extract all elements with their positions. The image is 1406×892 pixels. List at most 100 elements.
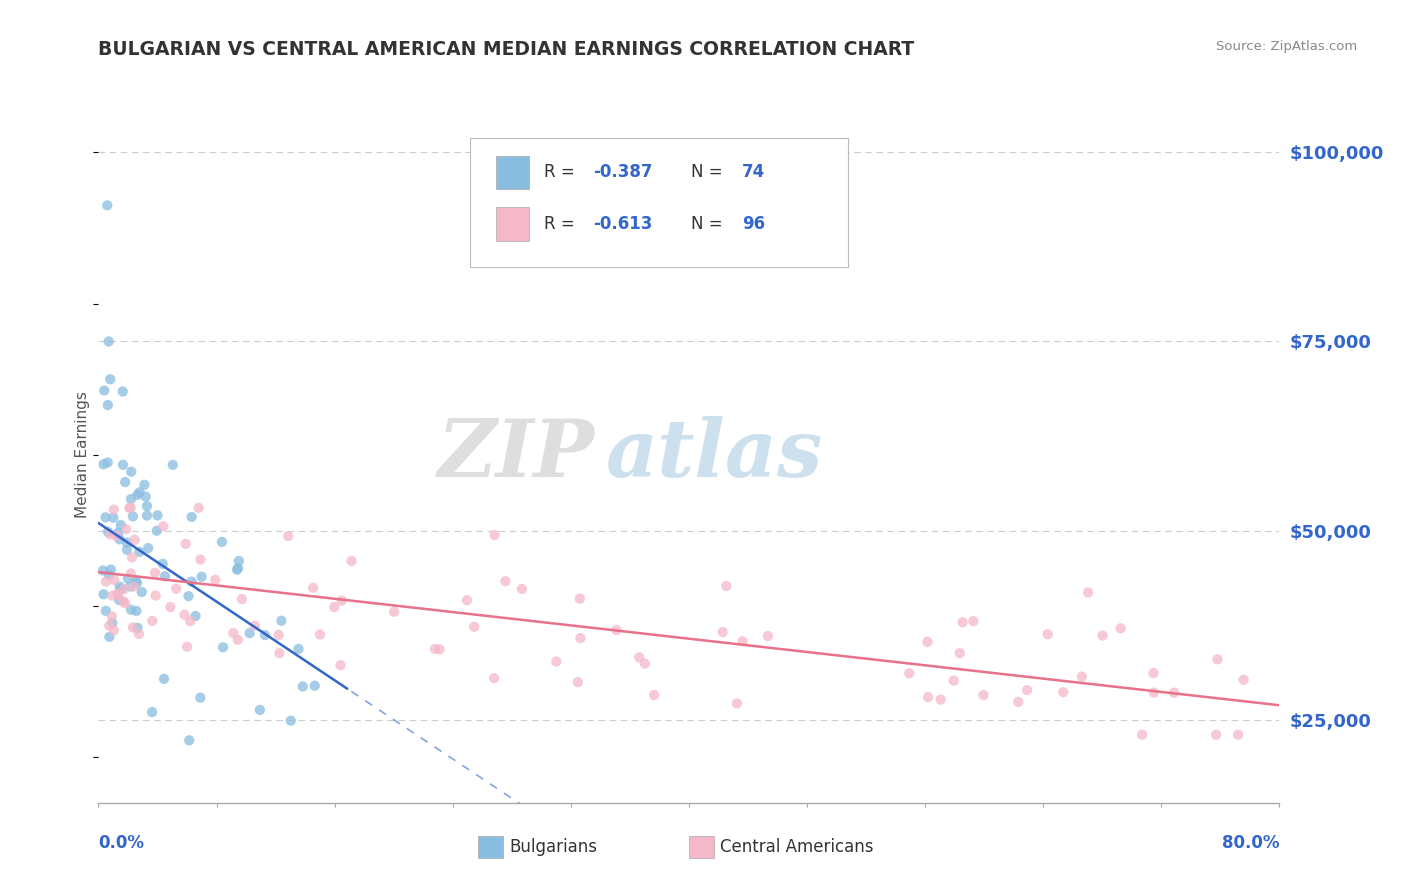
Point [94,574,117,589]
Point [190,690,212,705]
Point [190,570,212,584]
Point [287,641,309,656]
Point [1130,728,1153,742]
Point [97,398,120,412]
Point [277,529,299,543]
Point [1007,695,1029,709]
Text: R =: R = [544,215,579,233]
Point [1232,673,1254,687]
Point [180,509,202,524]
Point [177,589,200,603]
Point [94,510,117,524]
Point [291,680,314,694]
Point [136,508,159,523]
Point [898,666,921,681]
Point [211,535,233,549]
Point [165,582,187,596]
Point [97,334,120,349]
Point [510,582,533,596]
Point [204,573,226,587]
Point [111,458,134,472]
Point [108,533,131,547]
Point [118,500,141,515]
Point [952,615,974,630]
Point [98,372,121,386]
Point [568,591,591,606]
Point [112,582,135,597]
Point [128,545,150,559]
Point [101,609,124,624]
Point [929,692,952,706]
Point [972,688,994,702]
Point [1052,685,1074,699]
Point [152,519,174,533]
Point [222,626,245,640]
Point [124,533,146,547]
Point [98,630,121,644]
Point [187,500,209,515]
Point [423,642,446,657]
Point [97,455,120,469]
Point [546,655,568,669]
Text: N =: N = [692,163,728,181]
Point [131,585,153,599]
Point [107,525,129,540]
Point [98,618,121,632]
Point [228,554,250,568]
Point [212,640,235,655]
Point [91,564,114,578]
Point [115,542,138,557]
Point [112,594,135,608]
Text: N =: N = [692,215,728,233]
Point [270,614,292,628]
Point [756,629,779,643]
Point [605,623,627,637]
Point [190,552,212,566]
Point [184,609,207,624]
Point [120,566,142,581]
Point [162,458,184,472]
Point [96,198,118,212]
Point [1142,666,1164,681]
Point [94,604,117,618]
Point [173,607,195,622]
Point [110,582,132,596]
Point [180,574,202,589]
Point [962,614,984,628]
Point [127,621,149,635]
Point [725,697,748,711]
Point [115,535,138,549]
Point [120,579,142,593]
Text: 80.0%: 80.0% [1222,834,1279,852]
Point [136,499,159,513]
Point [569,631,592,645]
Point [159,600,181,615]
Point [1071,670,1094,684]
Point [121,550,143,565]
Text: -0.613: -0.613 [593,215,652,233]
Point [103,510,125,524]
Text: -0.387: -0.387 [593,163,652,181]
Point [329,658,352,673]
Point [942,673,965,688]
Point [239,626,262,640]
Point [643,688,665,702]
Text: 74: 74 [742,163,765,181]
Point [330,593,353,607]
Point [456,593,478,607]
Text: 96: 96 [742,215,765,233]
Point [716,579,738,593]
Point [917,690,939,705]
Point [917,635,939,649]
Point [304,679,326,693]
Point [108,593,131,607]
Point [101,615,124,630]
Point [253,628,276,642]
Point [226,563,249,577]
Point [1163,686,1185,700]
Point [249,703,271,717]
Text: Bulgarians: Bulgarians [509,838,598,856]
Point [146,508,169,523]
Point [110,518,132,533]
Point [97,524,120,539]
